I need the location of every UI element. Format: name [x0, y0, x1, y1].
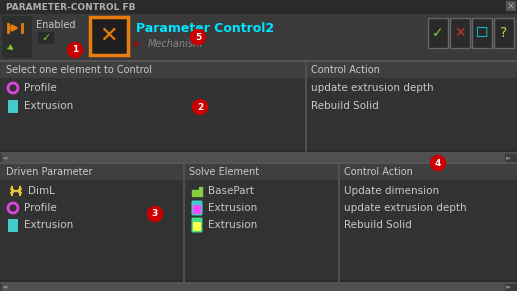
Circle shape: [192, 100, 207, 114]
Bar: [90, 17, 128, 55]
Bar: [0, 164, 517, 180]
Bar: [0, 0, 517, 14]
Text: Rebuild Solid: Rebuild Solid: [311, 101, 379, 111]
Text: Enabled: Enabled: [36, 20, 75, 30]
Bar: [0, 14, 517, 60]
Bar: [338, 164, 340, 284]
Text: ?: ?: [500, 26, 508, 40]
Bar: [0, 162, 517, 164]
Text: ◄: ◄: [2, 284, 7, 290]
Bar: [0, 280, 517, 284]
Text: 4: 4: [435, 159, 441, 168]
Text: DimL: DimL: [28, 186, 55, 196]
Text: ×: ×: [507, 1, 515, 11]
Bar: [2, 16, 32, 58]
Bar: [0, 150, 517, 154]
Text: Update dimension: Update dimension: [344, 186, 439, 196]
Circle shape: [147, 207, 162, 221]
Text: update extrusion depth: update extrusion depth: [311, 83, 434, 93]
Bar: [183, 164, 185, 284]
Text: Control Action: Control Action: [311, 65, 380, 75]
Text: 2: 2: [197, 102, 203, 111]
Text: Extrusion: Extrusion: [24, 101, 73, 111]
Text: Select one element to Control: Select one element to Control: [6, 65, 152, 75]
Text: Profile: Profile: [24, 203, 57, 213]
FancyBboxPatch shape: [191, 217, 203, 233]
Text: update extrusion depth: update extrusion depth: [344, 203, 467, 213]
Text: ►: ►: [506, 284, 511, 290]
Bar: [0, 152, 517, 154]
Bar: [0, 164, 517, 284]
Text: PARAMETER-CONTROL FB: PARAMETER-CONTROL FB: [6, 3, 135, 12]
Bar: [494, 18, 514, 48]
Bar: [0, 14, 517, 60]
Text: ✕: ✕: [454, 26, 466, 40]
Text: 5: 5: [195, 33, 201, 42]
Bar: [38, 32, 54, 44]
Bar: [506, 1, 516, 11]
Text: Extrusion: Extrusion: [208, 220, 257, 230]
Bar: [2, 283, 505, 291]
FancyBboxPatch shape: [193, 205, 201, 214]
Bar: [2, 154, 505, 162]
Polygon shape: [192, 187, 202, 196]
Text: Driven Parameter: Driven Parameter: [6, 167, 93, 177]
Text: Rebuild Solid: Rebuild Solid: [344, 220, 412, 230]
Text: Parameter Control2: Parameter Control2: [136, 22, 274, 35]
Text: Mechanism: Mechanism: [148, 39, 203, 49]
Bar: [305, 62, 307, 154]
Text: ✓: ✓: [432, 26, 444, 40]
Text: Control Action: Control Action: [344, 167, 413, 177]
Circle shape: [190, 29, 205, 45]
Circle shape: [431, 155, 446, 171]
Text: Profile: Profile: [24, 83, 57, 93]
Text: ◄: ◄: [2, 155, 7, 161]
Text: ✕: ✕: [100, 26, 118, 46]
Circle shape: [68, 42, 83, 58]
Text: 1: 1: [72, 45, 78, 54]
FancyBboxPatch shape: [8, 100, 18, 113]
Text: Solve Element: Solve Element: [189, 167, 259, 177]
Text: BasePart: BasePart: [208, 186, 254, 196]
Text: Extrusion: Extrusion: [208, 203, 257, 213]
Bar: [472, 18, 492, 48]
FancyBboxPatch shape: [193, 222, 201, 231]
FancyBboxPatch shape: [191, 200, 203, 216]
Bar: [450, 18, 470, 48]
Text: ☐: ☐: [476, 26, 488, 40]
Text: ✓: ✓: [41, 33, 51, 43]
Text: 3: 3: [152, 210, 158, 219]
FancyBboxPatch shape: [8, 219, 18, 232]
Bar: [428, 18, 448, 48]
Bar: [0, 62, 517, 154]
Bar: [0, 60, 517, 62]
Bar: [0, 282, 517, 284]
Text: Extrusion: Extrusion: [24, 220, 73, 230]
Bar: [0, 62, 517, 78]
Text: ►: ►: [506, 155, 511, 161]
